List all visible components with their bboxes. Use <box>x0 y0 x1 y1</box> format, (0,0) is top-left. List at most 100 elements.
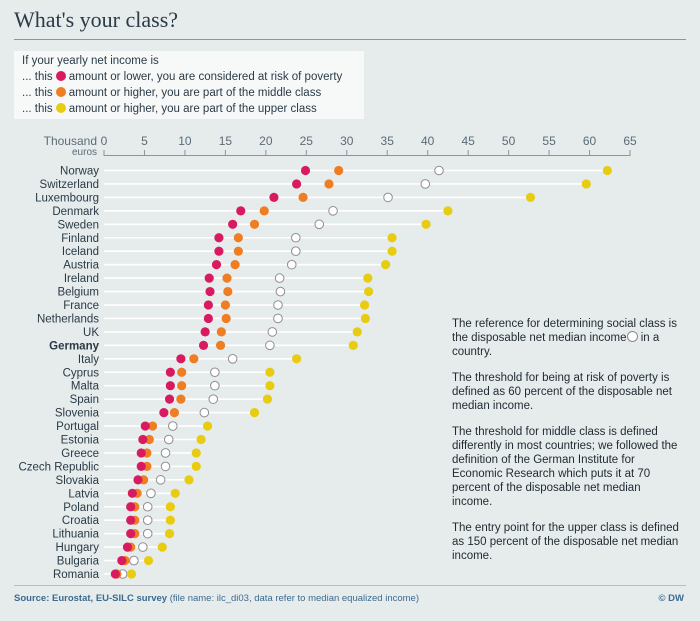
country-label: Romania <box>53 569 100 581</box>
poverty-point <box>140 421 150 431</box>
poverty-dot-icon <box>55 71 66 81</box>
upper-point <box>265 381 275 391</box>
x-tick-label: 5 <box>141 134 148 148</box>
middle-point <box>324 179 334 189</box>
poverty-point <box>269 192 279 202</box>
poverty-point <box>159 408 169 418</box>
legend-prefix: ... this <box>22 103 53 115</box>
x-tick-label: 25 <box>300 134 314 148</box>
legend-label: amount or higher, you are part of the up… <box>68 103 317 115</box>
country-label: UK <box>83 327 99 339</box>
country-label: Greece <box>61 448 99 460</box>
country-label: Malta <box>71 381 100 393</box>
upper-dot-icon <box>55 103 66 113</box>
country-label: Luxembourg <box>35 192 99 204</box>
median-point <box>142 501 153 512</box>
median-point <box>314 219 325 230</box>
median-point <box>160 448 171 458</box>
median-point <box>383 192 393 203</box>
poverty-point <box>138 434 148 445</box>
explanation-note: The reference for determining social cla… <box>452 317 684 575</box>
upper-point <box>421 219 431 229</box>
legend-item-middle: ... this amount or higher, you are part o… <box>22 87 321 99</box>
upper-point <box>602 165 612 176</box>
poverty-point <box>126 502 136 512</box>
x-tick-label: 40 <box>421 134 435 148</box>
upper-point <box>525 192 536 202</box>
upper-point <box>265 367 275 377</box>
legend-label: amount or lower, you are considered at r… <box>68 71 343 83</box>
country-label: Norway <box>60 166 99 178</box>
upper-point <box>196 434 206 445</box>
note-paragraph-3: The threshold for middle class is define… <box>452 426 678 508</box>
median-point <box>265 340 275 351</box>
middle-point <box>177 367 187 377</box>
upper-point <box>348 340 358 350</box>
median-point <box>142 515 153 526</box>
poverty-point <box>136 448 146 458</box>
country-label: Portugal <box>56 421 99 433</box>
upper-point <box>387 246 397 256</box>
median-point <box>163 434 174 445</box>
upper-point <box>443 206 453 216</box>
median-point <box>138 542 148 552</box>
country-label: Hungary <box>56 542 100 554</box>
median-point <box>273 313 283 324</box>
poverty-point <box>198 340 209 350</box>
middle-point <box>189 354 199 364</box>
middle-point <box>144 434 154 445</box>
median-point <box>146 488 156 499</box>
poverty-point <box>110 569 120 579</box>
upper-point <box>381 260 391 270</box>
upper-point <box>164 529 175 539</box>
median-point <box>167 421 178 431</box>
poverty-point <box>136 461 146 471</box>
upper-point <box>202 421 213 431</box>
upper-point <box>165 502 175 512</box>
poverty-point <box>236 206 246 216</box>
country-label: Ireland <box>64 273 99 285</box>
upper-point <box>165 515 175 525</box>
country-label: Cyprus <box>63 367 100 379</box>
upper-point <box>143 555 154 566</box>
country-label: Latvia <box>68 488 99 500</box>
country-label: Austria <box>63 260 99 272</box>
median-point <box>420 179 431 189</box>
country-label: Croatia <box>62 515 100 527</box>
poverty-point <box>117 555 127 566</box>
poverty-point <box>300 165 311 176</box>
upper-point <box>359 300 370 310</box>
middle-point <box>259 206 269 216</box>
note-paragraph-4: The entry point for the upper class is d… <box>452 522 679 562</box>
middle-point <box>230 260 240 270</box>
middle-point <box>215 340 226 350</box>
country-label: Netherlands <box>37 313 99 325</box>
title-divider <box>14 39 686 40</box>
middle-point <box>298 192 308 202</box>
country-label: France <box>63 300 99 312</box>
upper-point <box>184 475 194 485</box>
poverty-point <box>165 381 175 391</box>
median-point <box>328 206 338 216</box>
chart-title: What's your class? <box>14 7 179 32</box>
legend: If your yearly net income is ... this amo… <box>14 51 364 119</box>
poverty-point <box>133 475 143 485</box>
source-detail: (file name: ilc_di03, data refer to medi… <box>169 593 419 604</box>
upper-point <box>363 273 373 283</box>
median-point <box>142 528 153 539</box>
median-point <box>286 259 297 270</box>
median-point <box>208 394 219 404</box>
country-label: Lithuania <box>52 529 99 541</box>
x-tick-label: 0 <box>101 134 108 148</box>
source-label: Source: Eurostat, EU-SILC survey <box>14 593 168 604</box>
middle-point <box>249 219 260 229</box>
median-point <box>275 286 286 297</box>
x-tick-label: 50 <box>502 134 516 148</box>
median-point <box>290 246 301 256</box>
country-label: Belgium <box>57 287 99 299</box>
legend-item-poverty: ... this amount or lower, you are conside… <box>22 71 342 83</box>
upper-point <box>364 286 374 297</box>
country-label: Bulgaria <box>57 556 100 568</box>
